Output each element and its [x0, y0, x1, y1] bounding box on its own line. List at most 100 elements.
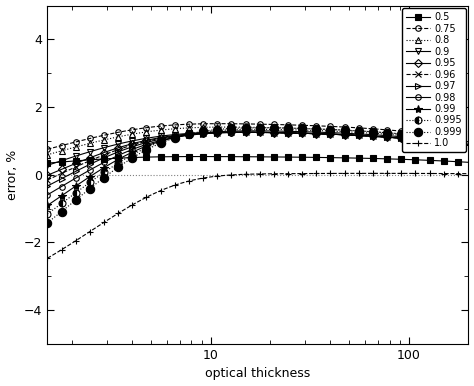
0.97 [158, 137, 164, 142]
Line: 0.98: 0.98 [45, 130, 471, 198]
0.99 [282, 129, 287, 134]
0.99 [455, 141, 461, 145]
0.97 [45, 184, 50, 188]
0.75 [45, 147, 50, 152]
0.98 [133, 146, 139, 151]
0.97 [133, 143, 139, 148]
0.999 [158, 141, 164, 146]
0.999 [257, 125, 263, 130]
1.0 [381, 171, 386, 176]
0.8 [133, 131, 139, 136]
0.96 [465, 143, 471, 147]
0.75 [133, 127, 139, 132]
0.8 [381, 130, 386, 135]
0.97 [338, 132, 344, 137]
0.75 [465, 137, 471, 142]
0.5 [465, 160, 471, 165]
0.999 [381, 130, 386, 135]
0.97 [282, 130, 287, 135]
0.8 [338, 128, 344, 132]
0.96 [158, 136, 164, 141]
0.9 [282, 130, 287, 135]
0.75 [338, 125, 344, 129]
0.8 [158, 128, 164, 132]
0.99 [45, 203, 50, 208]
0.75 [381, 127, 386, 132]
0.97 [465, 143, 471, 147]
0.95 [158, 135, 164, 140]
1.0 [465, 171, 471, 176]
0.95 [465, 143, 471, 147]
0.5 [282, 155, 287, 159]
0.999 [338, 128, 344, 132]
0.995 [282, 127, 287, 132]
0.96 [381, 135, 386, 139]
0.9 [338, 132, 344, 137]
0.99 [381, 133, 386, 138]
0.5 [381, 156, 386, 161]
Line: 0.95: 0.95 [45, 129, 471, 178]
0.98 [455, 142, 461, 146]
0.995 [45, 212, 50, 216]
1.0 [335, 171, 340, 176]
Line: 1.0: 1.0 [44, 170, 472, 262]
Line: 0.99: 0.99 [43, 127, 473, 210]
1.0 [45, 256, 50, 261]
0.9 [45, 163, 50, 168]
0.995 [381, 132, 386, 136]
0.999 [465, 140, 471, 144]
0.5 [45, 161, 50, 166]
0.9 [232, 130, 238, 134]
0.995 [455, 139, 461, 144]
0.96 [338, 132, 344, 137]
0.96 [45, 178, 50, 182]
0.9 [465, 143, 471, 147]
0.8 [221, 125, 227, 129]
0.95 [239, 130, 245, 135]
0.9 [381, 135, 386, 139]
0.95 [282, 130, 287, 135]
0.999 [45, 220, 50, 225]
0.97 [455, 142, 461, 146]
Line: 0.96: 0.96 [44, 129, 472, 183]
0.99 [133, 148, 139, 153]
0.5 [133, 155, 139, 160]
0.995 [338, 129, 344, 134]
1.0 [455, 171, 461, 176]
0.8 [455, 138, 461, 143]
0.999 [282, 126, 287, 130]
0.99 [465, 142, 471, 146]
0.5 [197, 154, 202, 159]
0.98 [338, 132, 344, 137]
0.75 [158, 124, 164, 129]
Line: 0.995: 0.995 [44, 126, 472, 217]
1.0 [278, 171, 284, 176]
0.95 [338, 132, 344, 137]
0.995 [133, 151, 139, 155]
Line: 0.8: 0.8 [45, 124, 471, 157]
Y-axis label: error, %: error, % [6, 150, 18, 200]
Line: 0.9: 0.9 [45, 129, 471, 168]
0.98 [158, 138, 164, 143]
Line: 0.75: 0.75 [45, 121, 471, 152]
Legend: 0.5, 0.75, 0.8, 0.9, 0.95, 0.96, 0.97, 0.98, 0.99, 0.995, 0.999, 1.0: 0.5, 0.75, 0.8, 0.9, 0.95, 0.96, 0.97, 0… [402, 8, 465, 152]
0.99 [338, 131, 344, 135]
0.999 [133, 154, 139, 158]
0.9 [158, 134, 164, 139]
0.96 [282, 130, 287, 135]
0.98 [282, 130, 287, 135]
0.8 [45, 152, 50, 157]
0.98 [381, 135, 386, 139]
1.0 [370, 171, 376, 176]
0.75 [455, 135, 461, 140]
0.97 [381, 135, 386, 139]
X-axis label: optical thickness: optical thickness [205, 367, 310, 381]
0.97 [243, 130, 248, 135]
0.8 [282, 126, 287, 130]
0.96 [239, 130, 245, 135]
0.5 [158, 154, 164, 159]
0.75 [218, 121, 224, 126]
0.9 [133, 138, 139, 142]
0.9 [455, 142, 461, 146]
0.8 [465, 140, 471, 144]
